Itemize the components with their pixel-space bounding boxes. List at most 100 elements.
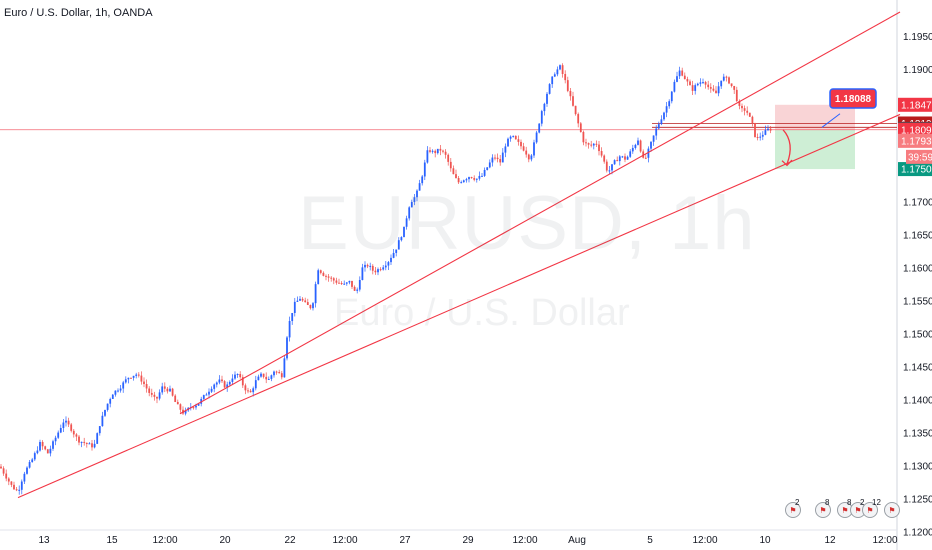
flag-us-icon[interactable]: ⚑ xyxy=(884,502,900,518)
candle-body xyxy=(434,150,437,154)
candle-body xyxy=(572,96,574,106)
candle-body xyxy=(455,174,457,179)
candle-body xyxy=(54,437,57,442)
candle-body xyxy=(291,312,294,322)
candle-body xyxy=(743,108,746,111)
candle-body xyxy=(741,105,743,109)
candle-body xyxy=(241,377,244,386)
candle-body xyxy=(509,136,512,139)
candle-body xyxy=(59,428,62,433)
candle-body xyxy=(613,160,616,165)
candle-body xyxy=(70,424,73,431)
candle-body xyxy=(319,270,322,273)
candle-body xyxy=(18,489,21,491)
candle-body xyxy=(699,82,702,84)
candle-body xyxy=(127,377,130,380)
candle-body xyxy=(382,267,385,270)
candle-body xyxy=(574,105,577,115)
candle-body xyxy=(538,123,541,133)
candle-body xyxy=(184,410,187,414)
candle-body xyxy=(52,441,54,449)
candle-body xyxy=(725,76,728,78)
candle-body xyxy=(49,448,52,454)
candle-body xyxy=(670,91,673,102)
candle-body xyxy=(273,371,275,376)
candle-body xyxy=(582,132,585,143)
candle-body xyxy=(507,138,509,147)
candle-body xyxy=(377,269,379,273)
candle-body xyxy=(691,85,694,91)
candle-body xyxy=(577,114,580,124)
candle-body xyxy=(551,76,554,85)
candle-body xyxy=(91,443,93,448)
time-tick-label: Aug xyxy=(568,535,586,546)
candle-body xyxy=(754,122,756,137)
flag-eu-icon[interactable]: ⚑ xyxy=(815,502,831,518)
candle-body xyxy=(140,375,143,382)
candle-body xyxy=(431,150,434,152)
stop-loss-zone xyxy=(775,104,855,130)
candle-body xyxy=(13,484,15,490)
price-tick-label: 1.19000 xyxy=(903,65,932,76)
candle-body xyxy=(618,156,621,162)
candle-body xyxy=(163,386,166,389)
flag-us-icon[interactable]: ⚑ xyxy=(785,502,801,518)
candle-body xyxy=(626,156,629,160)
candle-body xyxy=(104,409,106,416)
event-count: 8 xyxy=(847,498,852,507)
candle-body xyxy=(400,237,403,241)
candle-body xyxy=(158,392,161,399)
candle-body xyxy=(335,280,338,283)
candle-body xyxy=(733,85,736,90)
candle-body xyxy=(728,77,730,84)
economic-events-row: ⚑ 2 ⚑ 8 ⚑ 8 ⚑ 2 ⚑ 12 ⚑ xyxy=(0,498,900,522)
candle-body xyxy=(512,135,515,137)
candle-body xyxy=(418,183,421,191)
candle-body xyxy=(288,321,291,338)
event-count: 2 xyxy=(795,498,800,507)
candle-body xyxy=(413,197,416,202)
candle-body xyxy=(410,201,413,208)
candle-body xyxy=(98,426,101,434)
callout-pointer xyxy=(821,113,841,128)
price-tick-label: 1.13000 xyxy=(903,462,932,473)
candle-body xyxy=(704,82,707,85)
candle-body xyxy=(161,386,164,393)
candle-body xyxy=(746,110,749,113)
candle-body xyxy=(663,112,665,120)
candle-body xyxy=(62,422,65,429)
candle-body xyxy=(387,262,390,266)
candle-body xyxy=(353,286,356,291)
candle-body xyxy=(483,169,486,176)
candle-body xyxy=(629,151,632,157)
candle-body xyxy=(361,267,364,280)
candle-body xyxy=(327,276,330,278)
candle-body xyxy=(694,85,697,91)
candle-body xyxy=(348,280,351,283)
candle-body xyxy=(39,441,41,451)
candle-body xyxy=(384,265,387,268)
candle-body xyxy=(150,392,153,395)
candle-body xyxy=(72,430,75,435)
candle-body xyxy=(465,179,468,181)
candle-body xyxy=(569,90,572,97)
candle-body xyxy=(124,379,127,383)
candle-body xyxy=(15,489,18,491)
candle-body xyxy=(143,381,145,385)
time-tick-label: 5 xyxy=(647,535,653,546)
flag-us-icon[interactable]: ⚑ xyxy=(862,502,878,518)
candle-body xyxy=(257,376,260,381)
candle-body xyxy=(496,157,499,160)
candle-body xyxy=(218,379,221,383)
candle-body xyxy=(145,384,148,389)
candle-body xyxy=(702,82,704,84)
candle-body xyxy=(587,143,590,145)
candle-body xyxy=(408,207,411,219)
candle-body xyxy=(176,401,179,405)
candle-body xyxy=(171,388,174,396)
candle-body xyxy=(371,265,374,271)
price-tick-label: 1.13500 xyxy=(903,429,932,440)
candle-body xyxy=(137,374,140,376)
candle-body xyxy=(616,160,619,162)
